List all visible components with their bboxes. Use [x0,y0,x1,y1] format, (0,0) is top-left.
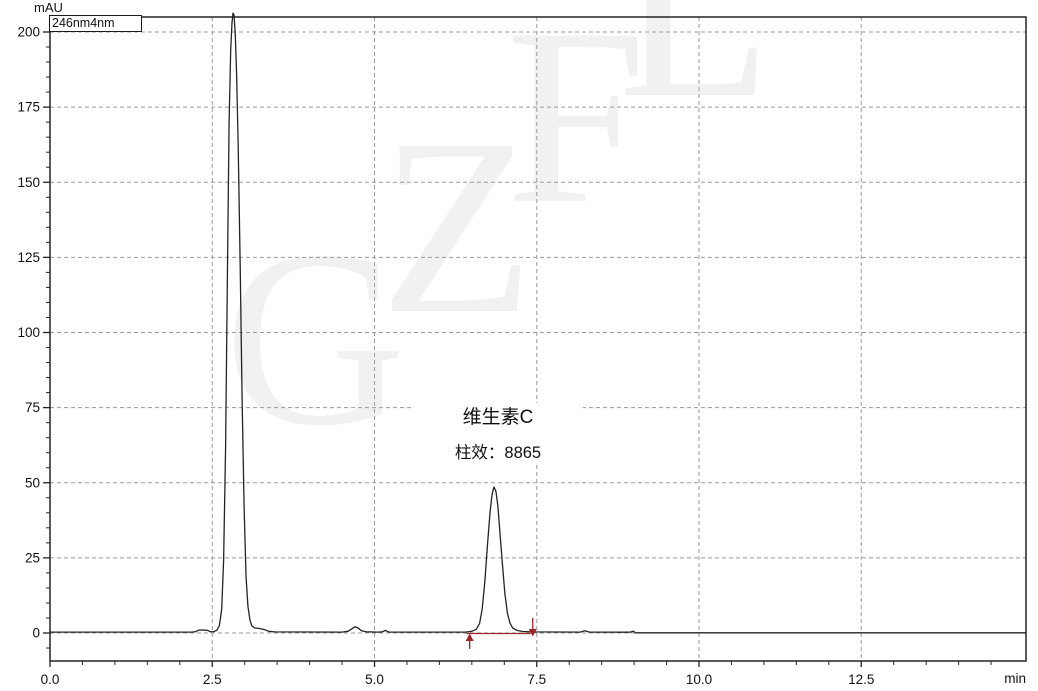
y-tick-label: 100 [17,325,40,340]
y-tick-label: 50 [25,475,40,490]
y-tick-label: 0 [32,626,40,641]
y-tick-label: 25 [25,550,40,565]
plot-border [49,16,1027,662]
x-tick-label: 12.5 [848,672,874,687]
y-tick-label: 125 [17,250,40,265]
column-efficiency-label: 柱效：8865 [454,444,542,462]
channel-label: 246nm4nm [52,16,115,30]
y-tick-label: 200 [17,25,40,40]
peak-annotation: 维生素C 柱效：8865 [413,403,583,465]
x-axis-unit-label: min [1004,671,1026,686]
integration-start-arrow [465,633,474,641]
x-tick-label: 7.5 [527,672,546,687]
y-tick-label: 75 [25,400,40,415]
y-axis-unit-label: mAU [34,0,63,15]
integration-end-arrow [528,629,537,637]
x-tick-label: 5.0 [365,672,384,687]
channel-label-box: 246nm4nm [49,15,142,32]
x-tick-label: 10.0 [686,672,712,687]
signal-trace [49,12,1027,634]
x-tick-label: 0.0 [41,672,60,687]
x-tick-label: 2.5 [203,672,222,687]
y-tick-label: 150 [17,175,40,190]
y-tick-label: 175 [17,100,40,115]
peak-name-label: 维生素C [462,407,534,428]
